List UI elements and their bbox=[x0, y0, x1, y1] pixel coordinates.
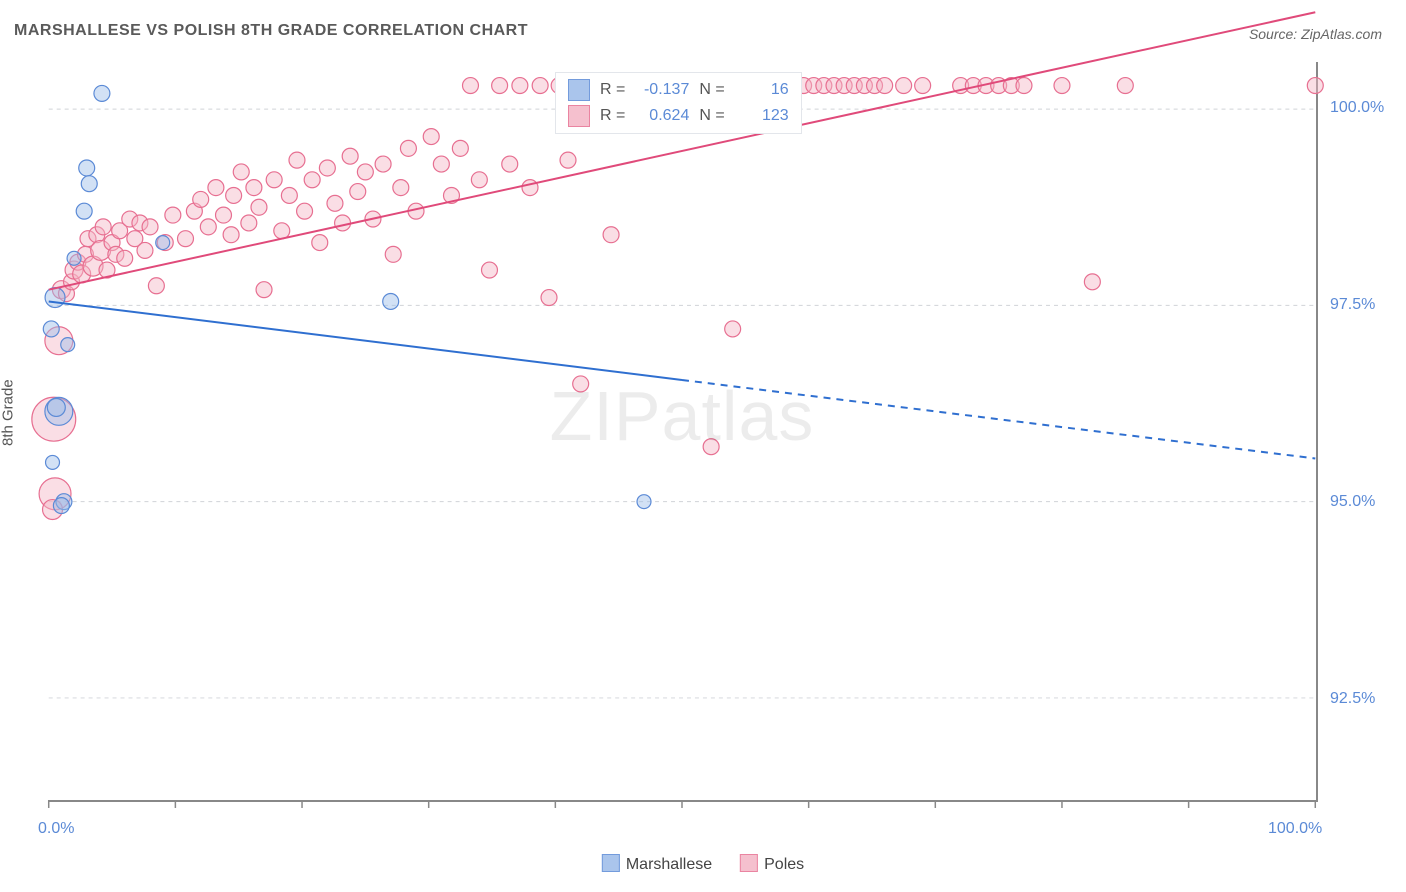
r-value-poles: 0.624 bbox=[635, 107, 689, 125]
y-tick-label: 97.5% bbox=[1330, 296, 1375, 314]
plot-area: ZIPatlas bbox=[48, 62, 1318, 802]
chart-title: MARSHALLESE VS POLISH 8TH GRADE CORRELAT… bbox=[14, 22, 528, 40]
n-label: N = bbox=[699, 81, 724, 99]
stats-row-poles: R = 0.624 N = 123 bbox=[568, 105, 789, 127]
legend-item-marshallese: Marshallese bbox=[602, 854, 712, 874]
r-label: R = bbox=[600, 107, 625, 125]
y-tick-label: 92.5% bbox=[1330, 690, 1375, 708]
legend-swatch-poles bbox=[740, 854, 758, 872]
x-tick-label: 100.0% bbox=[1268, 820, 1322, 838]
swatch-poles bbox=[568, 105, 590, 127]
x-tick-label: 0.0% bbox=[38, 820, 74, 838]
stats-legend: R = -0.137 N = 16 R = 0.624 N = 123 bbox=[555, 72, 802, 134]
series-legend: Marshallese Poles bbox=[602, 854, 804, 874]
legend-label-marshallese: Marshallese bbox=[626, 856, 712, 873]
n-label: N = bbox=[699, 107, 724, 125]
n-value-poles: 123 bbox=[735, 107, 789, 125]
n-value-marshallese: 16 bbox=[735, 81, 789, 99]
legend-item-poles: Poles bbox=[740, 854, 804, 874]
y-tick-label: 95.0% bbox=[1330, 493, 1375, 511]
r-value-marshallese: -0.137 bbox=[635, 81, 689, 99]
chart-svg bbox=[48, 62, 1316, 800]
swatch-marshallese bbox=[568, 79, 590, 101]
legend-swatch-marshallese bbox=[602, 854, 620, 872]
stats-row-marshallese: R = -0.137 N = 16 bbox=[568, 79, 789, 101]
chart-container: MARSHALLESE VS POLISH 8TH GRADE CORRELAT… bbox=[0, 0, 1406, 892]
legend-label-poles: Poles bbox=[764, 856, 804, 873]
y-axis-label: 8th Grade bbox=[0, 379, 17, 446]
source-label: Source: ZipAtlas.com bbox=[1249, 26, 1382, 42]
y-tick-label: 100.0% bbox=[1330, 99, 1384, 117]
r-label: R = bbox=[600, 81, 625, 99]
